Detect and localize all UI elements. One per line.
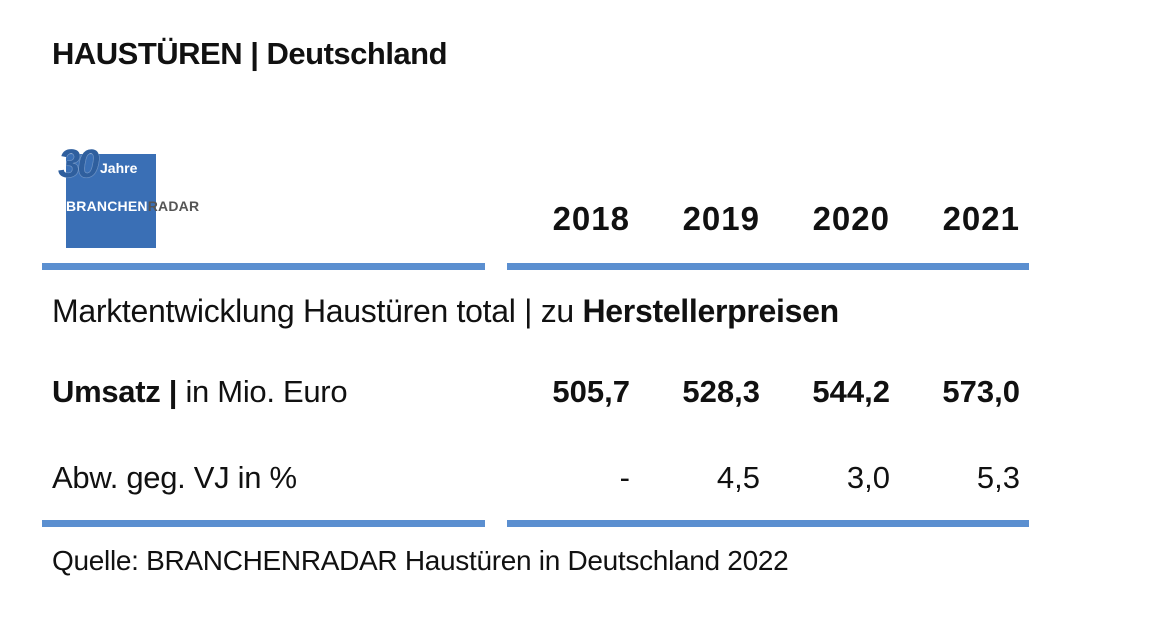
column-header-year: 2020 [812, 200, 890, 237]
table-cell-umsatz: 505,7 [552, 374, 630, 409]
table-cell-abweichung: 5,3 [976, 460, 1020, 495]
logo-brand: BRANCHENRADAR [66, 198, 199, 214]
source-note: Quelle: BRANCHENRADAR Haustüren in Deuts… [52, 545, 789, 576]
subtitle-prefix: Marktentwicklung Haustüren total | zu [52, 293, 583, 329]
table-cell-umsatz: 573,0 [942, 374, 1020, 409]
row-label-abweichung: Abw. geg. VJ in % [52, 460, 297, 495]
logo-brand-b: RADAR [147, 198, 200, 214]
header-rule-right [507, 263, 1029, 270]
logo-box [66, 154, 156, 248]
column-header-year: 2021 [942, 200, 1020, 237]
row-label-umsatz-bold: Umsatz | [52, 374, 178, 409]
row-label-umsatz-unit: in Mio. Euro [177, 374, 348, 409]
table-cell-abweichung: 3,0 [846, 460, 890, 495]
table-subtitle: Marktentwicklung Haustüren total | zu He… [52, 293, 839, 330]
logo-number: 30 [58, 142, 99, 186]
subtitle-emphasis: Herstellerpreisen [582, 293, 840, 329]
footer-rule-left [42, 520, 485, 527]
table-cell-umsatz: 544,2 [812, 374, 890, 409]
row-label-umsatz: Umsatz | in Mio. Euro [52, 374, 348, 410]
page-title: HAUSTÜREN | Deutschland [52, 36, 448, 71]
logo-brand-a: BRANCHEN [66, 198, 148, 214]
branchenradar-logo: 30 Jahre BRANCHENRADAR [58, 142, 220, 251]
column-header-year: 2019 [682, 200, 760, 237]
table-cell-abweichung: 4,5 [716, 460, 760, 495]
footer-rule-right [507, 520, 1029, 527]
header-rule-left [42, 263, 485, 270]
column-header-year: 2018 [552, 200, 630, 237]
logo-jahre: Jahre [100, 160, 138, 176]
table-cell-umsatz: 528,3 [682, 374, 760, 409]
table-cell-abweichung: - [619, 460, 630, 495]
